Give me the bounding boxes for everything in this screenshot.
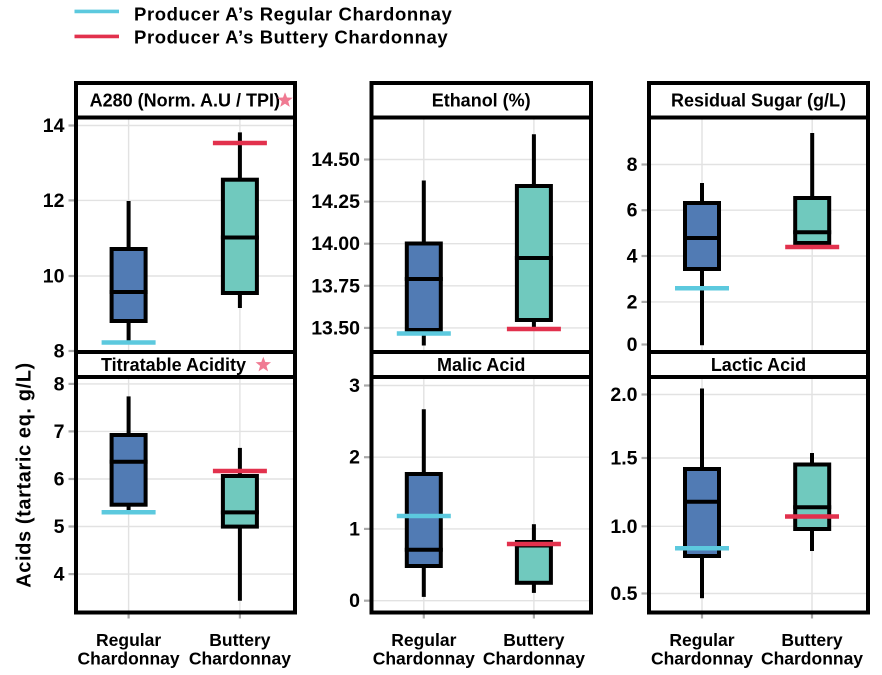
svg-text:2.0: 2.0 (610, 384, 637, 406)
svg-text:Ethanol (%): Ethanol (%) (432, 91, 531, 111)
svg-text:0.5: 0.5 (610, 583, 637, 605)
svg-text:Producer A’s Buttery Chardonna: Producer A’s Buttery Chardonnay (134, 26, 448, 47)
svg-text:14.50: 14.50 (311, 149, 360, 171)
svg-text:Buttery: Buttery (503, 630, 565, 650)
svg-text:3: 3 (349, 375, 360, 397)
svg-text:1.0: 1.0 (610, 516, 637, 538)
svg-text:Chardonnay: Chardonnay (761, 649, 863, 669)
svg-text:Chardonnay: Chardonnay (651, 649, 753, 669)
svg-text:Chardonnay: Chardonnay (189, 649, 291, 669)
svg-text:6: 6 (627, 200, 638, 222)
svg-text:A280 (Norm. A.U / TPI): A280 (Norm. A.U / TPI) (90, 91, 280, 111)
svg-text:2: 2 (627, 291, 638, 313)
svg-text:14: 14 (43, 115, 65, 137)
svg-text:0: 0 (627, 334, 638, 356)
svg-text:Titratable Acidity: Titratable Acidity (101, 355, 246, 375)
svg-text:8: 8 (627, 154, 638, 176)
svg-text:4: 4 (54, 564, 65, 586)
svg-text:8: 8 (54, 341, 65, 363)
svg-text:Chardonnay: Chardonnay (483, 649, 585, 669)
svg-text:13.50: 13.50 (311, 317, 360, 339)
svg-text:0: 0 (349, 590, 360, 612)
svg-text:Chardonnay: Chardonnay (373, 649, 475, 669)
svg-text:Buttery: Buttery (209, 630, 271, 650)
svg-text:7: 7 (54, 421, 65, 443)
svg-text:13.75: 13.75 (311, 275, 360, 297)
svg-text:6: 6 (54, 469, 65, 491)
svg-text:14.25: 14.25 (311, 191, 360, 213)
svg-text:Residual Sugar (g/L): Residual Sugar (g/L) (671, 91, 846, 111)
svg-text:Regular: Regular (96, 630, 161, 650)
svg-text:1: 1 (349, 518, 360, 540)
svg-text:4: 4 (627, 246, 638, 268)
svg-text:Chardonnay: Chardonnay (78, 649, 180, 669)
svg-text:Regular: Regular (391, 630, 456, 650)
svg-text:10: 10 (43, 266, 65, 288)
svg-text:14.00: 14.00 (311, 233, 360, 255)
svg-text:12: 12 (43, 190, 65, 212)
svg-text:Malic Acid: Malic Acid (437, 355, 525, 375)
svg-text:5: 5 (54, 516, 65, 538)
svg-text:Buttery: Buttery (781, 630, 843, 650)
svg-text:Producer A’s Regular Chardonna: Producer A’s Regular Chardonnay (134, 3, 453, 24)
svg-text:Acids (tartaric eq. g/L): Acids (tartaric eq. g/L) (14, 362, 36, 588)
svg-text:2: 2 (349, 447, 360, 469)
svg-text:Regular: Regular (669, 630, 734, 650)
svg-text:1.5: 1.5 (610, 448, 637, 470)
svg-text:Lactic Acid: Lactic Acid (711, 355, 806, 375)
svg-text:8: 8 (54, 373, 65, 395)
